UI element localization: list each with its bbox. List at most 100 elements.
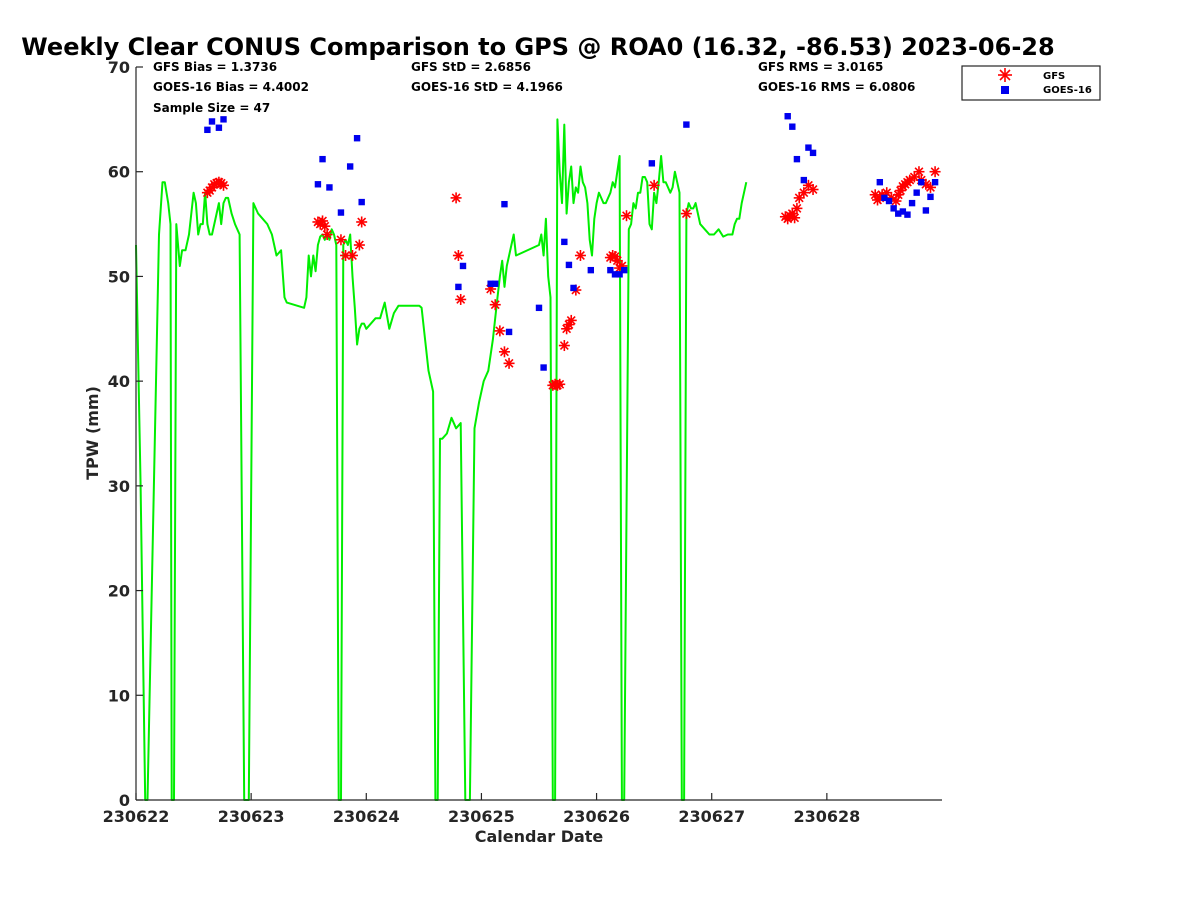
goes-point [540,364,547,371]
legend-box [961,65,1101,101]
goes-point [899,208,907,215]
gfs-point [356,216,368,228]
goes-point [570,284,577,292]
x-tick-label: 230626 [563,807,630,826]
gfs-point [489,299,501,311]
goes-point [587,266,595,274]
x-tick-label: 230622 [103,807,170,826]
goes-point [611,271,619,278]
goes-point [876,178,884,186]
goes-point [204,126,211,134]
goes-rms-text: GOES-16 RMS = 6.0806 [758,80,915,94]
goes-point [621,266,628,274]
y-tick-label: 60 [108,163,130,182]
gfs-point [789,212,801,224]
legend: GFS GOES-16 [961,65,1101,101]
goes-point [487,280,494,287]
gfs-point [793,192,805,204]
goes-point [337,209,345,216]
goes-point [505,328,513,336]
goes-point [314,181,322,188]
goes-point [208,118,216,125]
legend-goes-marker [1001,86,1009,94]
y-tick-label: 30 [108,477,130,496]
goes-point [326,184,333,191]
y-tick-label: 20 [108,582,130,601]
goes-point [895,210,902,217]
plot-area [135,113,941,801]
goes-point [561,238,568,246]
y-tick-label: 0 [119,791,130,810]
gfs-point [791,202,803,214]
x-tick-label: 230628 [793,807,860,826]
y-tick-label: 40 [108,372,130,391]
goes-point [784,113,791,120]
goes-markers [204,113,939,371]
gfs-point [335,234,347,246]
gfs-point [319,220,331,232]
gfs-point [798,187,810,199]
gfs-point [558,340,570,352]
x-tick-label: 230623 [218,807,285,826]
goes-point [913,189,920,196]
gfs-point [218,179,230,191]
y-tick-label: 70 [108,58,130,77]
gfs-point [353,239,365,251]
axes: 0 10 20 30 40 50 60 70 230622 230623 230624 230625… [103,58,942,826]
gfs-markers [201,166,941,391]
gfs-point [554,378,566,390]
gfs-point [807,184,819,196]
gfs-point [321,229,333,241]
gfs-point [621,210,633,222]
goes-point [648,160,656,167]
gfs-point [455,293,467,305]
goes-std-text: GOES-16 StD = 4.1966 [411,80,563,94]
goes-point [459,262,467,270]
goes-point [319,155,326,163]
goes-point [607,266,614,274]
stats-block: GFS Bias = 1.3736 GOES-16 Bias = 4.4002 … [153,60,915,115]
x-tick-label: 230625 [448,807,515,826]
gfs-point [452,249,464,261]
goes-point [809,149,817,157]
goes-point [918,178,925,186]
goes-point [683,121,690,128]
goes-point [789,123,796,130]
goes-point [922,207,930,214]
goes-point [220,116,227,123]
sample-size-text: Sample Size = 47 [153,101,270,115]
goes-point [793,155,801,163]
gfs-point [929,166,941,178]
goes-point [215,124,223,131]
goes-point [358,198,365,206]
y-tick-label: 50 [108,267,130,286]
legend-gfs-label: GFS [1043,71,1065,82]
x-tick-label: 230624 [333,807,400,826]
gfs-point [574,249,586,261]
chart-title: Weekly Clear CONUS Comparison to GPS @ R… [21,33,1054,61]
gfs-bias-text: GFS Bias = 1.3736 [153,60,277,74]
x-tick-label: 230627 [678,807,745,826]
goes-point [346,163,354,170]
goes-point [455,283,462,291]
gfs-point [340,249,352,261]
gfs-point [913,166,925,178]
gfs-std-text: GFS StD = 2.6856 [411,60,531,74]
goes-point [535,304,543,312]
goes-point [492,280,499,287]
goes-point [353,135,361,142]
goes-bias-text: GOES-16 Bias = 4.4002 [153,80,309,94]
y-tick-label: 10 [108,686,130,705]
goes-point [904,211,911,218]
gfs-point [565,314,577,326]
goes-point [616,271,623,278]
goes-point [931,178,939,186]
goes-point [890,205,897,212]
gfs-point [450,192,462,204]
legend-gfs-marker [998,68,1012,82]
goes-point [565,261,573,269]
goes-point [908,199,916,207]
gfs-point [503,357,515,369]
x-axis-label: Calendar Date [475,827,604,846]
